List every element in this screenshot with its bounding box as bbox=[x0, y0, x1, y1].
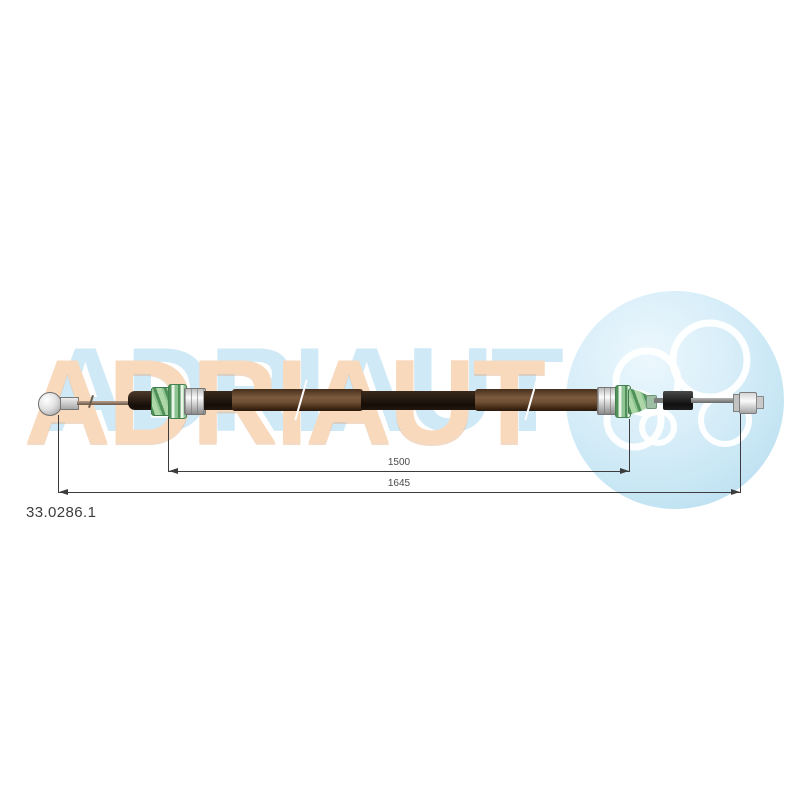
cable-rod bbox=[654, 398, 665, 403]
cable-sheath-end-cap bbox=[128, 391, 155, 410]
dimension-line-1500 bbox=[168, 471, 630, 472]
cable-inner-wire-right bbox=[691, 398, 735, 403]
arrowhead-right-icon bbox=[620, 468, 629, 474]
dimension-label-inner: 1500 bbox=[387, 457, 411, 468]
cable-sheath-segment-3 bbox=[361, 391, 477, 410]
cable-sleeve bbox=[663, 391, 693, 410]
adriauto-rings-icon bbox=[603, 319, 752, 451]
extension-line-end-fitting bbox=[740, 414, 741, 493]
dimension-line-1645 bbox=[58, 492, 741, 493]
dimension-label-overall: 1645 bbox=[387, 478, 411, 489]
extension-line-ball bbox=[58, 415, 59, 493]
cable-ball-end bbox=[38, 392, 62, 416]
cable-inner-wire-left bbox=[77, 401, 130, 405]
extension-line-adjuster-right bbox=[629, 419, 630, 472]
arrowhead-right-icon bbox=[731, 489, 740, 495]
end-fitting-nub bbox=[756, 396, 764, 409]
arrowhead-left-icon bbox=[169, 468, 178, 474]
extension-line-adjuster-left bbox=[168, 417, 169, 472]
cable-sheath-segment-2 bbox=[232, 389, 363, 411]
arrowhead-left-icon bbox=[59, 489, 68, 495]
cable-sheath-segment-1 bbox=[204, 391, 234, 410]
cable-sheath-segment-4 bbox=[475, 389, 599, 411]
part-number: 33.0286.1 bbox=[26, 504, 97, 521]
